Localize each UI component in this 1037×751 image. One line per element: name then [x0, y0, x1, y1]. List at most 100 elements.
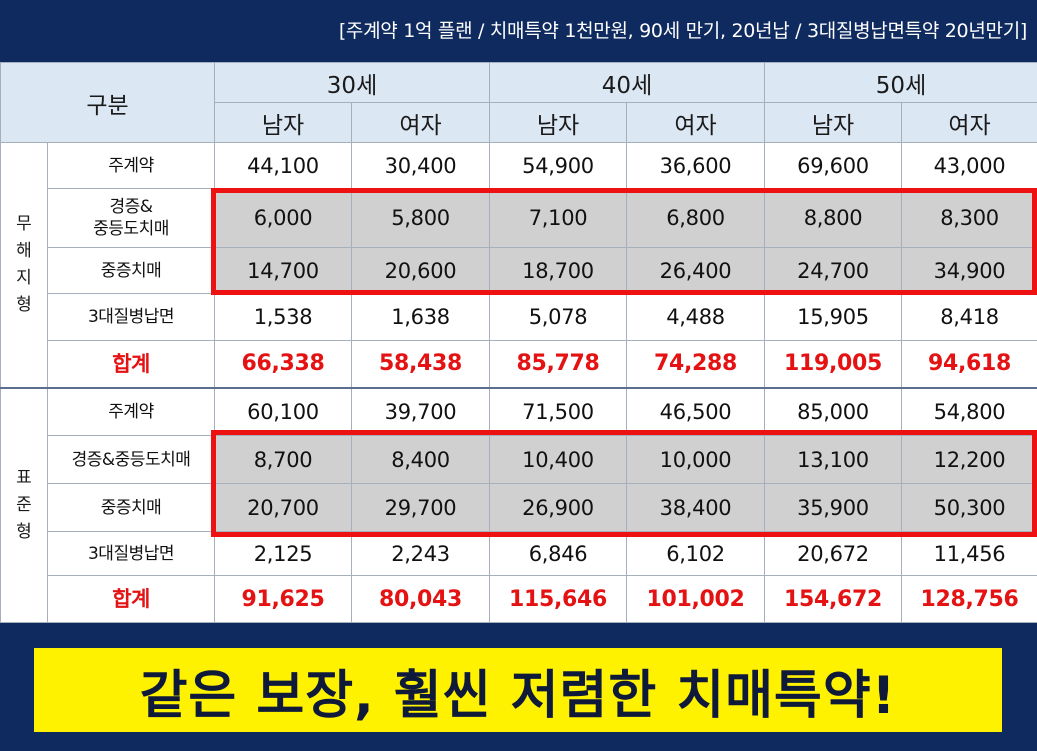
table-row: 3대질병납면 2,125 2,243 6,846 6,102 20,672 11…	[1, 531, 1037, 576]
value-cell: 8,418	[901, 293, 1037, 341]
value-cell: 10,000	[626, 435, 766, 484]
total-row: 합계 66,338 58,438 85,778 74,288 119,005 9…	[1, 340, 1037, 388]
group-name-char: 형	[16, 294, 32, 315]
value-cell: 20,672	[764, 531, 903, 576]
header-age-30: 30세	[214, 62, 491, 103]
total-cell: 115,646	[489, 575, 628, 623]
value-cell: 34,900	[901, 247, 1037, 294]
value-cell: 54,800	[901, 386, 1037, 436]
value-cell: 6,000	[214, 188, 353, 248]
total-cell: 85,778	[489, 340, 628, 388]
value-cell: 7,100	[489, 188, 628, 248]
row-label: 중증치매	[46, 483, 216, 532]
row-label: 경증&중등도치매	[46, 435, 216, 484]
group-name-char: 해	[16, 240, 32, 261]
value-cell: 24,700	[764, 247, 903, 294]
total-cell: 74,288	[626, 340, 766, 388]
total-cell: 66,338	[214, 340, 353, 388]
total-row: 합계 91,625 80,043 115,646 101,002 154,672…	[1, 575, 1037, 623]
row-label: 3대질병납면	[46, 293, 216, 341]
value-cell: 20,700	[214, 483, 353, 532]
table-row: 중증치매 14,700 20,600 18,700 26,400 24,700 …	[1, 247, 1037, 294]
value-cell: 8,800	[764, 188, 903, 248]
group-name-char: 형	[16, 521, 32, 542]
value-cell: 11,456	[901, 531, 1037, 576]
value-cell: 38,400	[626, 483, 766, 532]
value-cell: 13,100	[764, 435, 903, 484]
total-cell: 91,625	[214, 575, 353, 623]
value-cell: 6,800	[626, 188, 766, 248]
table-row: 경증& 중등도치매 6,000 5,800 7,100 6,800 8,800 …	[1, 188, 1037, 248]
value-cell: 36,600	[626, 142, 766, 189]
row-label: 경증& 중등도치매	[46, 188, 216, 248]
row-label-line: 중등도치매	[93, 219, 169, 239]
value-cell: 10,400	[489, 435, 628, 484]
value-cell: 5,800	[351, 188, 491, 248]
value-cell: 2,125	[214, 531, 353, 576]
value-cell: 29,700	[351, 483, 491, 532]
total-label: 합계	[46, 575, 216, 623]
plan-caption: [주계약 1억 플랜 / 치매특약 1천만원, 90세 만기, 20년납 / 3…	[338, 20, 1027, 42]
value-cell: 35,900	[764, 483, 903, 532]
value-cell: 12,200	[901, 435, 1037, 484]
total-cell: 80,043	[351, 575, 491, 623]
total-cell: 94,618	[901, 340, 1037, 388]
total-cell: 154,672	[764, 575, 903, 623]
group-name-char: 지	[16, 267, 32, 288]
value-cell: 20,600	[351, 247, 491, 294]
value-cell: 50,300	[901, 483, 1037, 532]
total-cell: 119,005	[764, 340, 903, 388]
group-name-char: 무	[16, 213, 32, 234]
total-cell: 101,002	[626, 575, 766, 623]
value-cell: 1,638	[351, 293, 491, 341]
value-cell: 26,900	[489, 483, 628, 532]
table-row: 경증&중등도치매 8,700 8,400 10,400 10,000 13,10…	[1, 435, 1037, 484]
header-gender: 여자	[351, 102, 491, 143]
value-cell: 46,500	[626, 386, 766, 436]
value-cell: 43,000	[901, 142, 1037, 189]
value-cell: 1,538	[214, 293, 353, 341]
table-row: 표 준 형 주계약 60,100 39,700 71,500 46,500 85…	[0, 386, 1037, 623]
value-cell: 26,400	[626, 247, 766, 294]
header-age-50: 50세	[764, 62, 1037, 103]
slogan-text: 같은 보장, 훨씬 저렴한 치매특약!	[139, 665, 897, 726]
header-category: 구분	[0, 62, 216, 143]
value-cell: 71,500	[489, 386, 628, 436]
value-cell: 6,846	[489, 531, 628, 576]
row-label: 주계약	[46, 142, 216, 189]
group-name-standard: 표 준 형	[0, 386, 48, 623]
row-label: 중증치매	[46, 247, 216, 294]
table-row: 중증치매 20,700 29,700 26,900 38,400 35,900 …	[1, 483, 1037, 532]
row-label: 주계약	[46, 386, 216, 436]
row-label-line: 경증&	[109, 197, 153, 217]
value-cell: 44,100	[214, 142, 353, 189]
value-cell: 2,243	[351, 531, 491, 576]
value-cell: 54,900	[489, 142, 628, 189]
value-cell: 18,700	[489, 247, 628, 294]
table-row: 3대질병납면 1,538 1,638 5,078 4,488 15,905 8,…	[1, 293, 1037, 341]
header-gender: 여자	[626, 102, 766, 143]
value-cell: 8,700	[214, 435, 353, 484]
slogan-box: 같은 보장, 훨씬 저렴한 치매특약!	[34, 648, 1002, 732]
value-cell: 14,700	[214, 247, 353, 294]
group-name-char: 준	[16, 494, 32, 515]
header-gender: 남자	[214, 102, 353, 143]
value-cell: 39,700	[351, 386, 491, 436]
premium-table: 구분 30세 40세 50세 남자 여자 남자 여자 남자 여자 무 해 지 형…	[0, 62, 1037, 623]
group-name-nonrefund: 무 해 지 형	[0, 142, 48, 388]
value-cell: 15,905	[764, 293, 903, 341]
value-cell: 8,300	[901, 188, 1037, 248]
row-label: 3대질병납면	[46, 531, 216, 576]
value-cell: 30,400	[351, 142, 491, 189]
value-cell: 4,488	[626, 293, 766, 341]
top-banner: [주계약 1억 플랜 / 치매특약 1천만원, 90세 만기, 20년납 / 3…	[0, 0, 1037, 62]
value-cell: 60,100	[214, 386, 353, 436]
header-gender: 남자	[764, 102, 903, 143]
value-cell: 6,102	[626, 531, 766, 576]
value-cell: 85,000	[764, 386, 903, 436]
header-gender: 여자	[901, 102, 1037, 143]
total-label: 합계	[46, 340, 216, 388]
premium-table-area: 구분 30세 40세 50세 남자 여자 남자 여자 남자 여자 무 해 지 형…	[0, 62, 1037, 623]
table-row: 무 해 지 형 주계약 44,100 30,400 54,900 36,600 …	[0, 142, 1037, 388]
total-cell: 58,438	[351, 340, 491, 388]
